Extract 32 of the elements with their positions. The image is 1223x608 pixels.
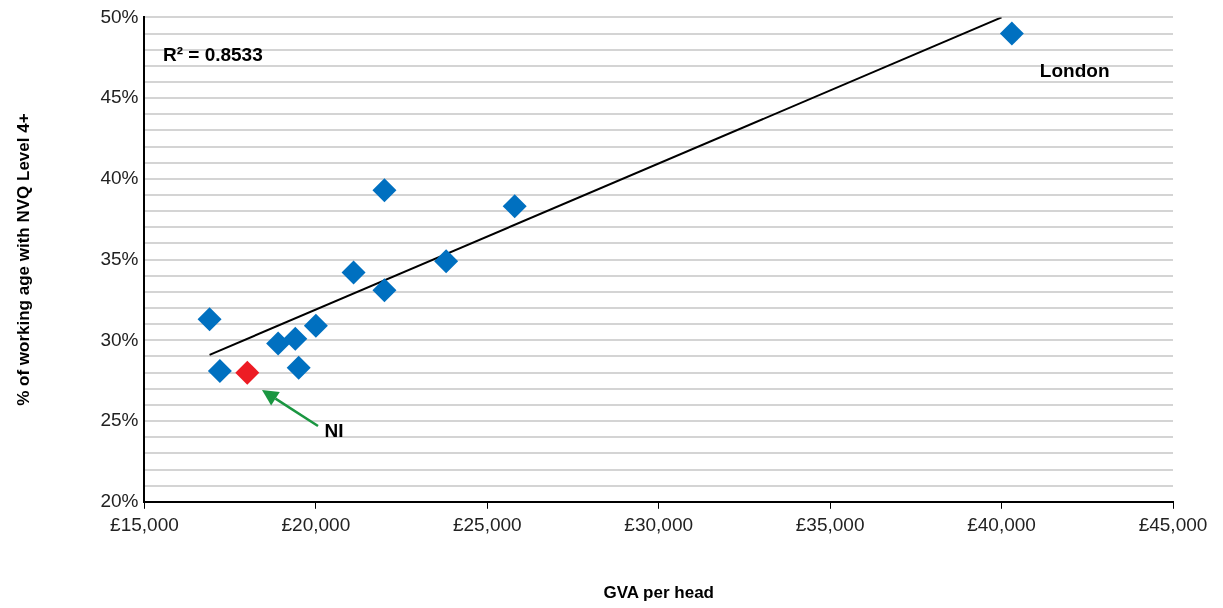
y-tick-label: 30% [100,328,139,350]
point [303,313,328,338]
point [197,307,222,332]
x-tick-label: £45,000 [1138,514,1208,536]
x-tick-label: £40,000 [967,514,1036,536]
point [372,278,397,303]
annotation: London [1039,59,1110,81]
point [502,194,527,219]
x-tick-label: £30,000 [624,514,694,536]
annotation: NI [324,419,344,441]
y-tick-label: 40% [100,167,139,189]
point [999,21,1024,46]
point [235,360,260,385]
point [207,359,232,384]
x-tick-label: £20,000 [281,514,351,536]
y-axis-title: % of working age with NVQ Level 4+ [13,113,33,406]
y-tick-label: 20% [100,490,139,512]
point [266,331,291,356]
x-tick-label: £15,000 [110,514,179,536]
point [283,326,308,351]
point [341,260,366,285]
point [434,249,459,274]
y-tick-label: 50% [100,5,139,27]
point [286,355,311,380]
y-tick-label: 35% [100,247,139,269]
point [372,178,397,203]
x-axis-title: GVA per head [603,583,714,603]
y-tick-label: 45% [100,86,139,108]
x-tick-label: £35,000 [795,514,865,536]
annotation: R² = 0.8533 [162,44,263,66]
x-tick-label: £25,000 [452,514,522,536]
y-tick-label: 25% [100,409,139,431]
